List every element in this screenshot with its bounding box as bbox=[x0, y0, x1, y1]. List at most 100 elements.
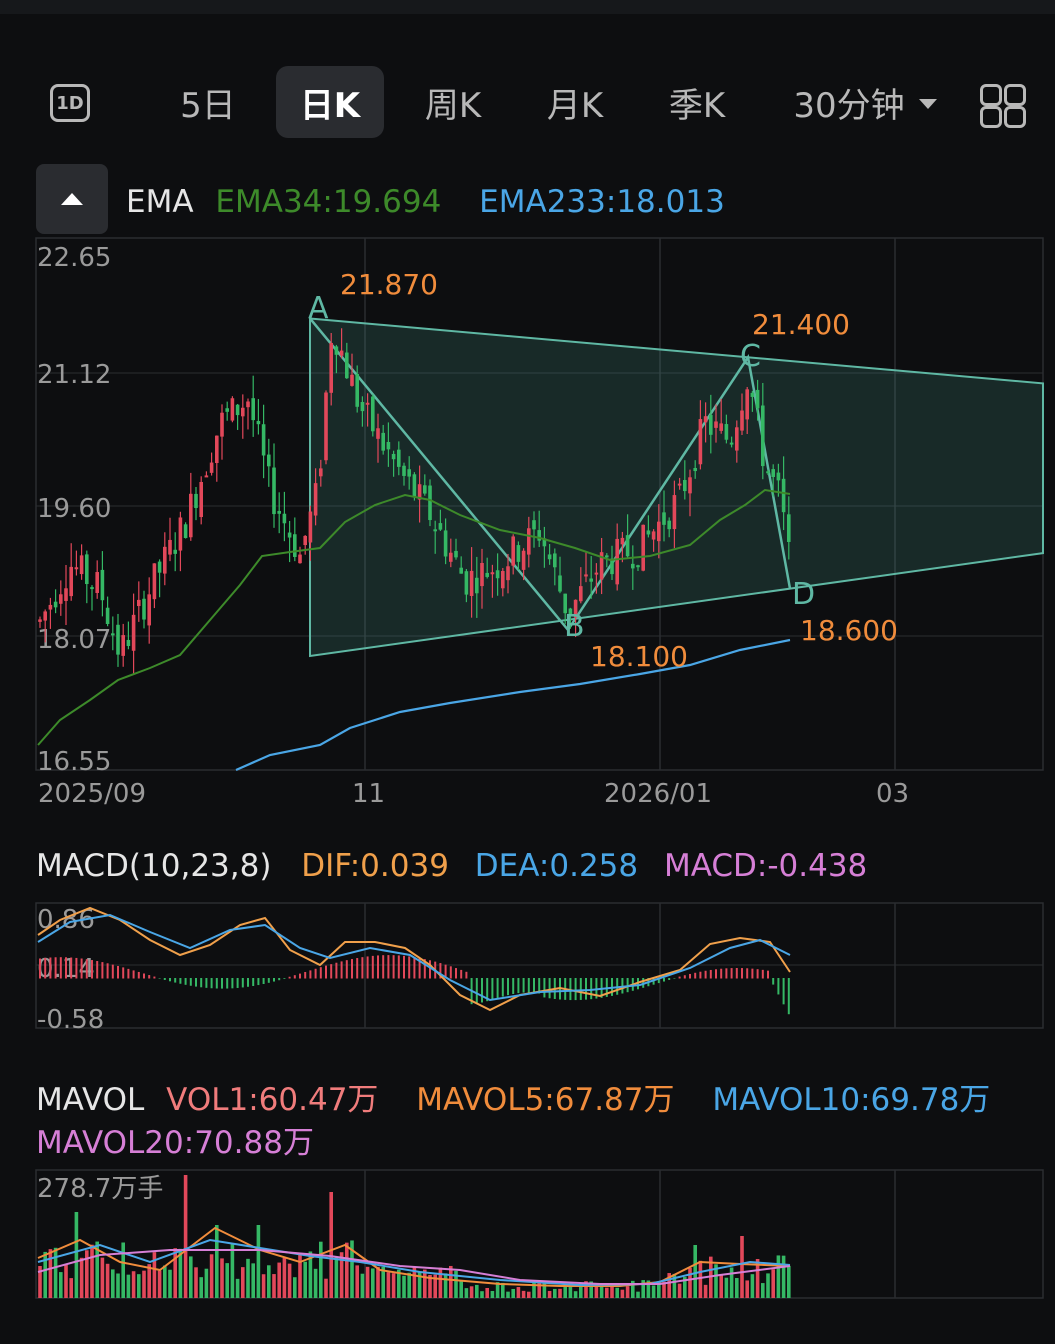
candle-body bbox=[672, 495, 677, 530]
volume-bar bbox=[781, 1255, 786, 1298]
volume-bar bbox=[116, 1273, 120, 1298]
volume-bar bbox=[662, 1281, 666, 1298]
candle-body bbox=[631, 563, 635, 569]
kline-x-tick-label: 2026/01 bbox=[604, 779, 712, 809]
volume-bar bbox=[95, 1241, 99, 1298]
volume-bar bbox=[475, 1284, 479, 1298]
volume-bar bbox=[423, 1269, 427, 1298]
kline-y-tick-label: 21.12 bbox=[37, 360, 111, 390]
candle-body bbox=[74, 567, 79, 570]
volume-bar bbox=[688, 1267, 692, 1298]
volume-bar bbox=[589, 1281, 593, 1298]
candle-body bbox=[324, 392, 328, 461]
candle-body bbox=[381, 432, 385, 451]
candle-body bbox=[48, 604, 53, 610]
volume-bar bbox=[719, 1274, 723, 1298]
volume-bar bbox=[563, 1286, 567, 1298]
candle-body bbox=[506, 566, 510, 581]
candle-body bbox=[272, 467, 276, 515]
tab-monthly-k[interactable]: 月K bbox=[546, 85, 604, 126]
volume-bar bbox=[199, 1277, 203, 1298]
volume-bar bbox=[85, 1250, 89, 1298]
macd-legend-name: MACD(10,23,8) bbox=[36, 848, 272, 884]
tab-weekly-k[interactable]: 周K bbox=[424, 85, 482, 126]
candle-body bbox=[532, 520, 536, 530]
candle-body bbox=[355, 373, 359, 407]
volume-bar bbox=[724, 1277, 729, 1298]
candle-body bbox=[620, 537, 625, 545]
pattern-price-label: 18.100 bbox=[590, 640, 688, 673]
candle-body bbox=[131, 614, 136, 651]
volume-bar bbox=[417, 1271, 422, 1298]
volume-bar bbox=[714, 1264, 718, 1298]
candle-body bbox=[121, 635, 125, 656]
ema34-line bbox=[37, 488, 791, 746]
candle-body bbox=[189, 493, 193, 538]
tab-30min-dropdown[interactable]: 30分钟 bbox=[780, 66, 950, 138]
ema34-value: EMA34:19.694 bbox=[215, 184, 442, 220]
macd-y-tick-label: -0.58 bbox=[37, 1005, 104, 1035]
candle-body bbox=[209, 462, 214, 473]
pattern-price-label: 21.870 bbox=[340, 268, 438, 301]
candle-body bbox=[542, 538, 547, 547]
candle-body bbox=[464, 571, 469, 595]
volume-bar bbox=[350, 1240, 354, 1298]
volume-bar bbox=[771, 1269, 775, 1298]
volume-bar bbox=[183, 1175, 188, 1298]
candle-body bbox=[776, 472, 781, 481]
volume-bar bbox=[584, 1281, 588, 1298]
tab-quarterly-k[interactable]: 季K bbox=[668, 85, 726, 126]
candle-body bbox=[365, 402, 370, 405]
period-1d-icon[interactable]: 1D bbox=[50, 84, 90, 122]
volume-bar bbox=[131, 1271, 136, 1298]
volume-bar bbox=[147, 1264, 151, 1298]
tab-5day[interactable]: 5日 bbox=[180, 85, 236, 126]
volume-bar bbox=[168, 1269, 172, 1298]
volume-bars bbox=[38, 1175, 791, 1298]
candle-body bbox=[100, 569, 105, 601]
volume-bar bbox=[272, 1274, 276, 1298]
volume-bar bbox=[532, 1280, 536, 1298]
volume-bar bbox=[501, 1282, 505, 1298]
volume-bar bbox=[43, 1251, 47, 1298]
volume-bar bbox=[449, 1265, 453, 1298]
candle-body bbox=[703, 416, 708, 423]
volume-bar bbox=[740, 1236, 744, 1298]
candle-body bbox=[225, 408, 229, 412]
ema233-line bbox=[235, 638, 791, 772]
mavol5-value: MAVOL5:67.87万 bbox=[416, 1082, 675, 1118]
candle-body bbox=[584, 574, 588, 577]
collapse-indicator-button[interactable] bbox=[36, 164, 108, 234]
candle-body bbox=[53, 601, 58, 608]
candle-body bbox=[433, 529, 437, 532]
candle-body bbox=[579, 586, 583, 602]
volume-bar bbox=[568, 1283, 573, 1298]
candle-body bbox=[677, 483, 682, 486]
volume-bar bbox=[438, 1267, 443, 1298]
candle-body bbox=[781, 478, 786, 513]
candle-body bbox=[90, 587, 94, 590]
candle-body bbox=[298, 554, 302, 564]
volume-bar bbox=[215, 1225, 219, 1298]
tab-daily-k[interactable]: 日K bbox=[276, 66, 384, 138]
volume-bar bbox=[433, 1274, 437, 1298]
candle-body bbox=[573, 599, 578, 618]
candle-body bbox=[152, 563, 157, 600]
macd-value: MACD:-0.438 bbox=[663, 848, 868, 884]
grid-menu-icon[interactable] bbox=[980, 84, 1026, 128]
kline-x-tick-label: 2025/09 bbox=[38, 779, 146, 809]
candle-body bbox=[194, 493, 198, 509]
volume-bar bbox=[261, 1274, 266, 1298]
candle-body bbox=[625, 535, 630, 557]
candle-body bbox=[771, 469, 775, 477]
volume-bar bbox=[152, 1252, 157, 1298]
volume-bar bbox=[573, 1291, 578, 1298]
volume-bar bbox=[282, 1257, 287, 1298]
candle-body bbox=[740, 410, 744, 431]
candle-body bbox=[480, 563, 484, 587]
macd-dea-line bbox=[37, 913, 791, 1002]
ema233-value: EMA233:18.013 bbox=[479, 184, 725, 220]
volume-bar bbox=[319, 1241, 323, 1298]
volume-y-tick-label: 278.7万手 bbox=[37, 1174, 163, 1204]
